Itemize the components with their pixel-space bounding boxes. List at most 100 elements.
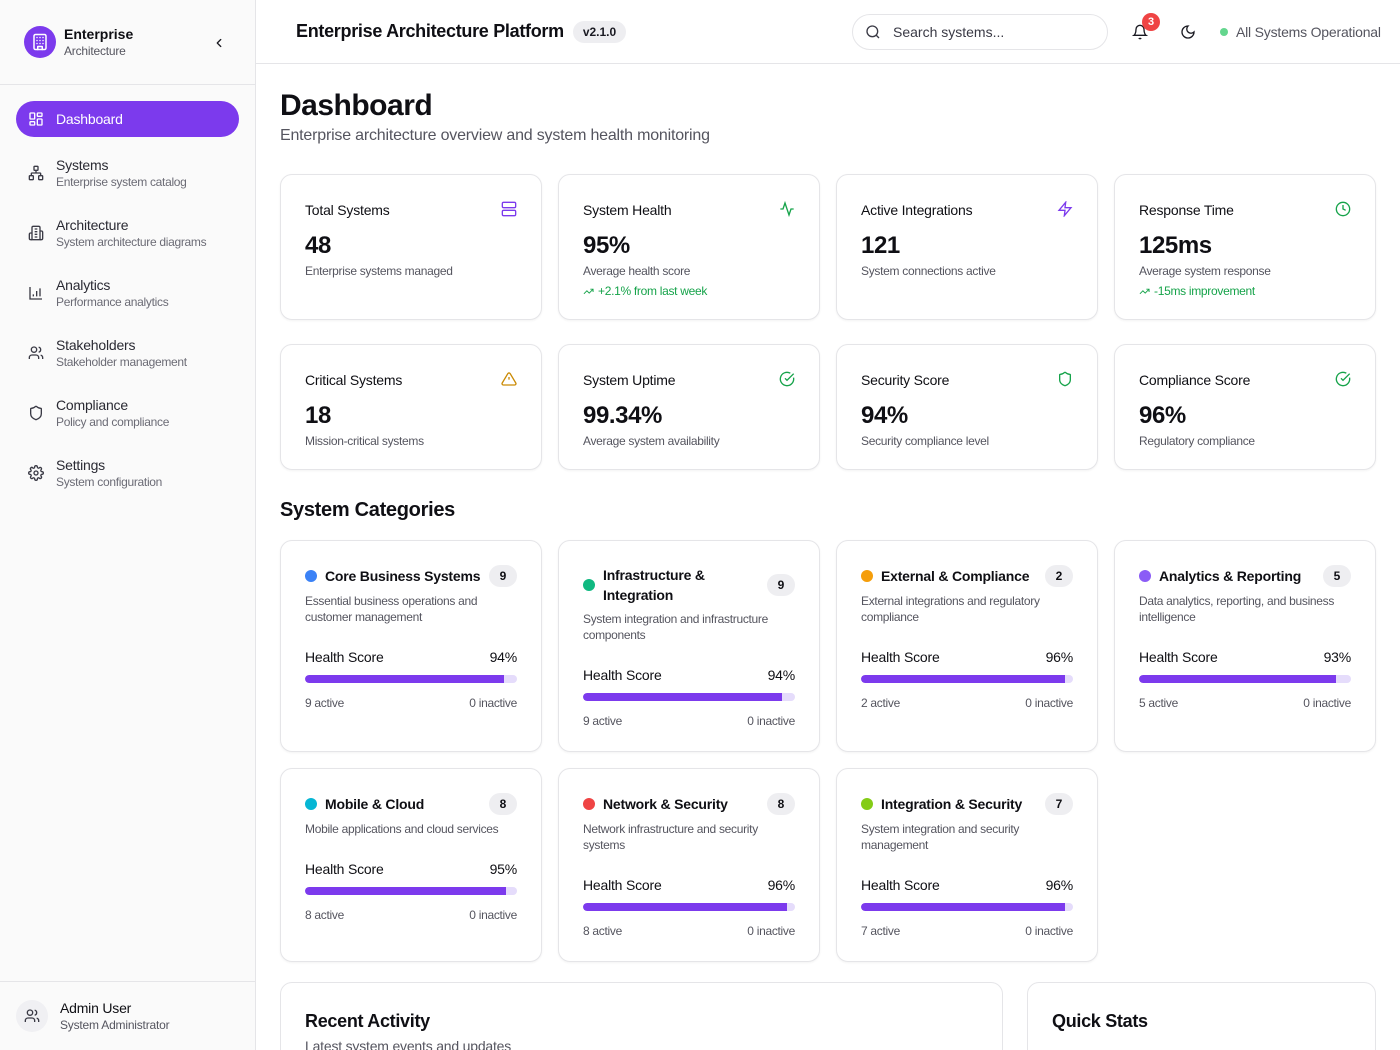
- active-count: 2 active: [861, 696, 900, 710]
- health-bar-fill: [305, 887, 507, 895]
- stat-card-critical-systems: Critical Systems 18 Mission-critical sys…: [280, 344, 542, 470]
- health-value: 94%: [767, 667, 796, 683]
- search-icon: [866, 25, 880, 39]
- category-count-badge: 2: [1045, 565, 1073, 587]
- category-card[interactable]: External & Compliance 2 External integra…: [836, 540, 1098, 752]
- sidebar-item-systems[interactable]: Systems Enterprise system catalog: [16, 155, 239, 191]
- sidebar-item-desc: System configuration: [56, 475, 163, 489]
- card-subtitle: Latest system events and updates: [305, 1038, 512, 1050]
- card-title: Recent Activity: [305, 1011, 430, 1031]
- main-content: Dashboard Enterprise architecture overvi…: [280, 64, 1376, 962]
- category-count-badge: 9: [767, 574, 795, 596]
- category-name: Integration & Security: [881, 796, 1023, 812]
- health-value: 93%: [1323, 649, 1352, 665]
- stat-card-compliance-score: Compliance Score 96% Regulatory complian…: [1114, 344, 1376, 470]
- clock-icon: [1335, 201, 1351, 217]
- app-title: Enterprise Architecture Platform: [296, 21, 564, 41]
- category-color-dot: [1139, 570, 1151, 582]
- category-card[interactable]: Infrastructure & Integration 9 System in…: [558, 540, 820, 752]
- category-desc: System integration and security manageme…: [861, 822, 1020, 852]
- stat-card-security-score: Security Score 94% Security compliance l…: [836, 344, 1098, 470]
- category-card[interactable]: Analytics & Reporting 5 Data analytics, …: [1114, 540, 1376, 752]
- category-count-badge: 8: [767, 793, 795, 815]
- health-bar-fill: [861, 903, 1065, 911]
- active-count: 9 active: [583, 714, 622, 728]
- category-card[interactable]: Integration & Security 7 System integrat…: [836, 768, 1098, 962]
- stat-label: Critical Systems: [305, 372, 403, 388]
- status-text: All Systems Operational: [1236, 24, 1381, 40]
- stat-card-response-time: Response Time 125ms Average system respo…: [1114, 174, 1376, 320]
- stat-label: Total Systems: [305, 202, 390, 218]
- search-box[interactable]: [852, 14, 1108, 50]
- collapse-sidebar-button[interactable]: [209, 33, 229, 53]
- warning-icon: [501, 372, 517, 386]
- stat-label: Active Integrations: [861, 202, 973, 218]
- bell-icon: [1132, 24, 1148, 40]
- stat-desc: Regulatory compliance: [1139, 434, 1255, 448]
- category-color-dot: [861, 798, 873, 810]
- search-input[interactable]: [893, 24, 1083, 40]
- inactive-count: 0 inactive: [469, 696, 517, 710]
- stats-grid: Total Systems 48 Enterprise systems mana…: [280, 174, 1376, 470]
- stat-trend-text: +2.1% from last week: [598, 284, 708, 298]
- category-name: Core Business Systems: [325, 568, 481, 584]
- brand-title: Enterprise: [64, 25, 134, 42]
- sidebar-item-dashboard[interactable]: Dashboard: [16, 101, 239, 137]
- health-bar-fill: [583, 693, 783, 701]
- sidebar-nav: Dashboard Systems Enterprise system cata…: [0, 85, 255, 491]
- health-label: Health Score: [583, 877, 662, 893]
- stat-desc: Enterprise systems managed: [305, 264, 453, 278]
- system-status: All Systems Operational: [1220, 24, 1381, 40]
- stat-card-active-integrations: Active Integrations 121 System connectio…: [836, 174, 1098, 320]
- active-count: 9 active: [305, 696, 344, 710]
- category-card[interactable]: Network & Security 8 Network infrastruct…: [558, 768, 820, 962]
- notifications-button[interactable]: [1128, 20, 1152, 44]
- health-label: Health Score: [861, 877, 940, 893]
- category-color-dot: [583, 798, 595, 810]
- active-count: 8 active: [305, 908, 344, 922]
- chevron-left-icon: [216, 38, 222, 48]
- active-count: 7 active: [861, 924, 900, 938]
- category-name: External & Compliance: [881, 568, 1030, 584]
- user-role: System Administrator: [60, 1018, 170, 1032]
- users-icon: [24, 1009, 40, 1022]
- category-desc: Network infrastructure and security syst…: [583, 822, 758, 852]
- trending-up-icon: [1139, 288, 1150, 294]
- sidebar-item-analytics[interactable]: Analytics Performance analytics: [16, 275, 239, 311]
- sidebar-item-compliance[interactable]: Compliance Policy and compliance: [16, 395, 239, 431]
- check-circle-icon: [779, 371, 795, 387]
- sidebar: Enterprise Architecture Dashboard System…: [0, 0, 256, 1050]
- page-subtitle: Enterprise architecture overview and sys…: [280, 127, 710, 144]
- category-count-badge: 8: [489, 793, 517, 815]
- sidebar-item-architecture[interactable]: Architecture System architecture diagram…: [16, 215, 239, 251]
- health-value: 96%: [767, 877, 796, 893]
- inactive-count: 0 inactive: [1025, 696, 1073, 710]
- section-title: System Categories: [280, 499, 455, 521]
- stat-value: 125ms: [1139, 232, 1212, 259]
- category-card[interactable]: Mobile & Cloud 8 Mobile applications and…: [280, 768, 542, 962]
- zap-icon: [1057, 201, 1073, 217]
- stat-desc: Security compliance level: [861, 434, 989, 448]
- category-name: Network & Security: [603, 796, 728, 812]
- inactive-count: 0 inactive: [469, 908, 517, 922]
- category-card[interactable]: Core Business Systems 9 Essential busine…: [280, 540, 542, 752]
- inactive-count: 0 inactive: [1025, 924, 1073, 938]
- gear-icon: [28, 465, 44, 481]
- theme-toggle-button[interactable]: [1176, 20, 1200, 44]
- inactive-count: 0 inactive: [747, 924, 795, 938]
- health-bar-fill: [583, 903, 787, 911]
- stat-label: Security Score: [861, 372, 950, 388]
- top-header: Enterprise Architecture Platform v2.1.0 …: [256, 0, 1400, 64]
- stat-value: 121: [861, 232, 900, 259]
- category-color-dot: [861, 570, 873, 582]
- health-bar: [861, 903, 1073, 911]
- sidebar-item-stakeholders[interactable]: Stakeholders Stakeholder management: [16, 335, 239, 371]
- user-profile[interactable]: Admin User System Administrator: [0, 981, 255, 1050]
- sidebar-item-desc: Stakeholder management: [56, 355, 187, 369]
- stat-trend: -15ms improvement: [1139, 284, 1351, 298]
- health-bar: [583, 903, 795, 911]
- sidebar-item-settings[interactable]: Settings System configuration: [16, 455, 239, 491]
- health-label: Health Score: [861, 649, 940, 665]
- check-circle-icon: [1335, 371, 1351, 387]
- stat-value: 95%: [583, 232, 630, 259]
